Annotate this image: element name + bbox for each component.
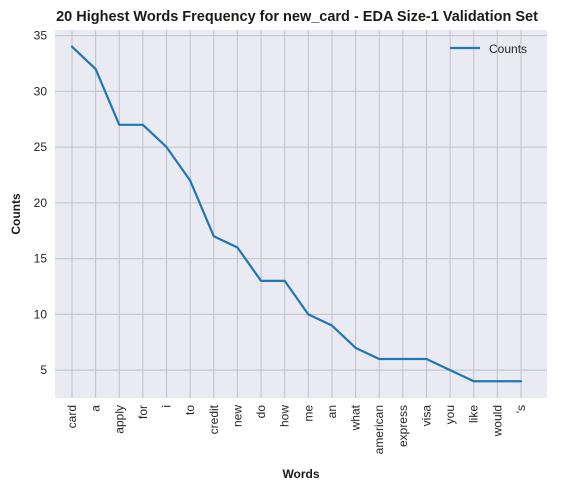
data-point xyxy=(354,347,357,349)
data-point xyxy=(425,358,428,360)
x-tick-label: an xyxy=(325,405,339,418)
y-tick-label: 15 xyxy=(34,252,48,266)
x-axis: card a apply for i to credit new do how me an what am… xyxy=(65,404,528,454)
x-tick-label: you xyxy=(443,405,457,424)
y-tick-label: 25 xyxy=(34,140,48,154)
x-axis-label: Words xyxy=(282,467,319,481)
data-point xyxy=(472,380,475,383)
data-point xyxy=(520,380,522,383)
data-point xyxy=(496,380,499,383)
x-tick-label: credit xyxy=(207,404,221,434)
y-axis-label: Counts xyxy=(9,193,23,235)
grid-lines xyxy=(55,30,547,398)
y-tick-label: 35 xyxy=(34,29,48,43)
chart-title: 20 Highest Words Frequency for new_card … xyxy=(56,9,538,25)
data-point xyxy=(94,68,97,70)
data-point xyxy=(212,235,215,238)
x-tick-label: apply xyxy=(112,405,126,434)
data-point xyxy=(71,45,73,48)
series-line-counts xyxy=(70,45,523,383)
data-point xyxy=(142,123,144,126)
x-tick-label: what xyxy=(349,404,363,431)
x-tick-label: 's xyxy=(514,405,528,413)
x-tick-label: i xyxy=(160,405,174,408)
data-point xyxy=(307,313,310,316)
x-tick-label: new xyxy=(230,405,244,427)
y-tick-label: 30 xyxy=(34,84,48,98)
legend-label-counts: Counts xyxy=(489,42,527,56)
x-tick-label: to xyxy=(183,405,197,415)
x-tick-label: like xyxy=(467,405,481,423)
data-point xyxy=(449,369,451,371)
data-point xyxy=(402,358,404,360)
y-tick-label: 5 xyxy=(40,363,47,377)
x-tick-label: express xyxy=(396,405,410,447)
y-axis: 5 10 15 20 25 30 35 xyxy=(34,29,48,378)
x-tick-label: card xyxy=(65,405,79,428)
x-tick-label: do xyxy=(254,405,268,419)
x-tick-label: how xyxy=(278,405,292,427)
x-tick-label: would xyxy=(490,405,504,437)
x-tick-label: for xyxy=(136,405,150,419)
y-tick-label: 10 xyxy=(34,307,48,321)
data-point xyxy=(283,280,286,282)
legend: Counts xyxy=(450,42,527,56)
series-lines xyxy=(70,45,523,383)
data-point xyxy=(331,324,333,327)
data-point xyxy=(260,280,262,282)
x-tick-label: me xyxy=(301,405,315,422)
x-tick-label: american xyxy=(372,405,386,454)
data-point xyxy=(189,179,191,182)
data-point xyxy=(378,358,381,360)
plot-area xyxy=(55,30,547,398)
x-tick-label: visa xyxy=(419,405,433,427)
data-point xyxy=(165,146,168,148)
data-point xyxy=(118,123,121,126)
y-tick-label: 20 xyxy=(34,196,48,210)
x-tick-label: a xyxy=(89,405,103,412)
data-point xyxy=(236,246,239,249)
